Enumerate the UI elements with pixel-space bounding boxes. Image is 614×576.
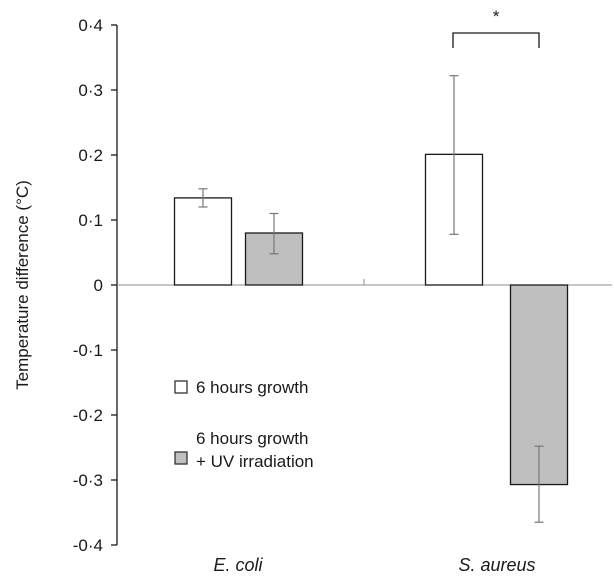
y-tick-label: 0·3 — [78, 81, 103, 100]
y-tick-label: -0·2 — [73, 406, 103, 425]
y-tick-label: -0·1 — [73, 341, 103, 360]
y-tick-label: 0 — [94, 276, 103, 295]
legend-swatch-6h — [174, 380, 188, 394]
legend-label-uv-line2: + UV irradiation — [196, 452, 314, 471]
legend-label-6h: 6 hours growth — [196, 378, 308, 397]
legend: 6 hours growth 6 hours growth + UV irrad… — [174, 378, 314, 471]
category-label: E. coli — [213, 555, 263, 575]
bar — [173, 197, 233, 286]
error-bars — [198, 75, 544, 523]
significance-star: * — [493, 7, 500, 26]
y-tick-label: 0·1 — [78, 211, 103, 230]
legend-label-uv-line1: 6 hours growth — [196, 429, 308, 448]
y-axis-title: Temperature difference (°C) — [13, 180, 32, 390]
y-tick-label: -0·3 — [73, 471, 103, 490]
legend-swatch-uv — [174, 451, 188, 465]
y-tick-label: -0·4 — [73, 536, 103, 555]
category-labels: E. coli S. aureus — [213, 555, 535, 575]
category-label: S. aureus — [458, 555, 535, 575]
y-tick-label: 0·2 — [78, 146, 103, 165]
y-axis-ticks: 0·4 0·3 0·2 0·1 0 -0·1 -0·2 -0·3 -0·4 — [73, 16, 117, 555]
y-tick-label: 0·4 — [78, 16, 103, 35]
bracket-line — [452, 32, 540, 48]
significance-bracket: * — [452, 7, 540, 48]
